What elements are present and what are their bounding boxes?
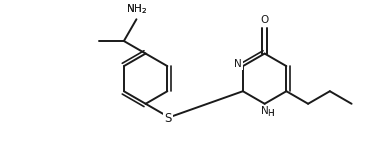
Text: N: N bbox=[261, 106, 269, 116]
Text: NH$_2$: NH$_2$ bbox=[126, 3, 147, 16]
Text: S: S bbox=[164, 112, 172, 125]
Text: N: N bbox=[235, 59, 242, 69]
Text: N: N bbox=[235, 59, 242, 69]
Text: S: S bbox=[164, 112, 172, 125]
Text: N: N bbox=[261, 106, 269, 116]
Text: NH$_2$: NH$_2$ bbox=[126, 3, 147, 16]
Text: O: O bbox=[260, 15, 269, 25]
Text: N: N bbox=[235, 59, 242, 69]
Text: S: S bbox=[164, 112, 172, 125]
Text: H: H bbox=[267, 109, 274, 118]
Text: O: O bbox=[260, 15, 269, 25]
Text: H: H bbox=[267, 109, 274, 118]
Text: O: O bbox=[260, 15, 269, 25]
Text: N: N bbox=[261, 106, 269, 116]
